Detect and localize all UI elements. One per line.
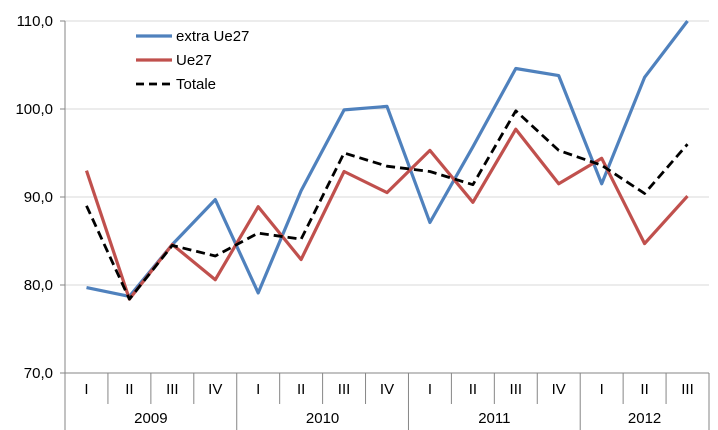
x-axis-quarter-labels: I II III IV I II III IV I II III IV I II III bbox=[84, 381, 693, 398]
series-line-extra-ue27 bbox=[86, 20, 689, 298]
series-line-ue27 bbox=[84, 127, 689, 301]
x-category-label: II bbox=[125, 381, 133, 398]
legend: extra Ue27 Ue27 Totale bbox=[136, 28, 249, 93]
series-line-totale bbox=[85, 109, 689, 301]
x-axis-year-labels: 2009 2010 2011 2012 bbox=[134, 410, 661, 427]
y-tick-label: 80,0 bbox=[24, 277, 53, 294]
x-category-label: II bbox=[297, 381, 305, 398]
legend-label: extra Ue27 bbox=[176, 28, 249, 45]
x-year-label: 2011 bbox=[478, 410, 510, 427]
y-tick-label: 100,0 bbox=[15, 101, 53, 118]
x-category-label: IV bbox=[380, 381, 394, 398]
legend-label: Ue27 bbox=[176, 52, 212, 69]
x-category-label: II bbox=[469, 381, 477, 398]
x-year-label: 2010 bbox=[306, 410, 339, 427]
y-tick-label: 90,0 bbox=[24, 189, 53, 206]
x-category-label: III bbox=[338, 381, 351, 398]
x-year-label: 2009 bbox=[134, 410, 167, 427]
axes bbox=[60, 20, 710, 430]
y-tick-label: 70,0 bbox=[24, 365, 53, 382]
series-lines bbox=[84, 20, 689, 301]
x-category-label: IV bbox=[208, 381, 222, 398]
x-category-label: I bbox=[256, 381, 260, 398]
x-category-label: II bbox=[640, 381, 648, 398]
x-category-label: I bbox=[600, 381, 604, 398]
legend-label: Totale bbox=[176, 76, 216, 93]
y-tick-label: 110,0 bbox=[17, 13, 53, 30]
x-category-label: IV bbox=[552, 381, 566, 398]
y-axis-tick-labels: 70,0 80,0 90,0 100,0 110,0 bbox=[15, 13, 53, 382]
x-category-label: I bbox=[428, 381, 432, 398]
x-category-label: III bbox=[166, 381, 179, 398]
x-category-label: I bbox=[84, 381, 88, 398]
x-year-label: 2012 bbox=[628, 410, 661, 427]
x-category-label: III bbox=[510, 381, 523, 398]
x-category-label: III bbox=[681, 381, 694, 398]
